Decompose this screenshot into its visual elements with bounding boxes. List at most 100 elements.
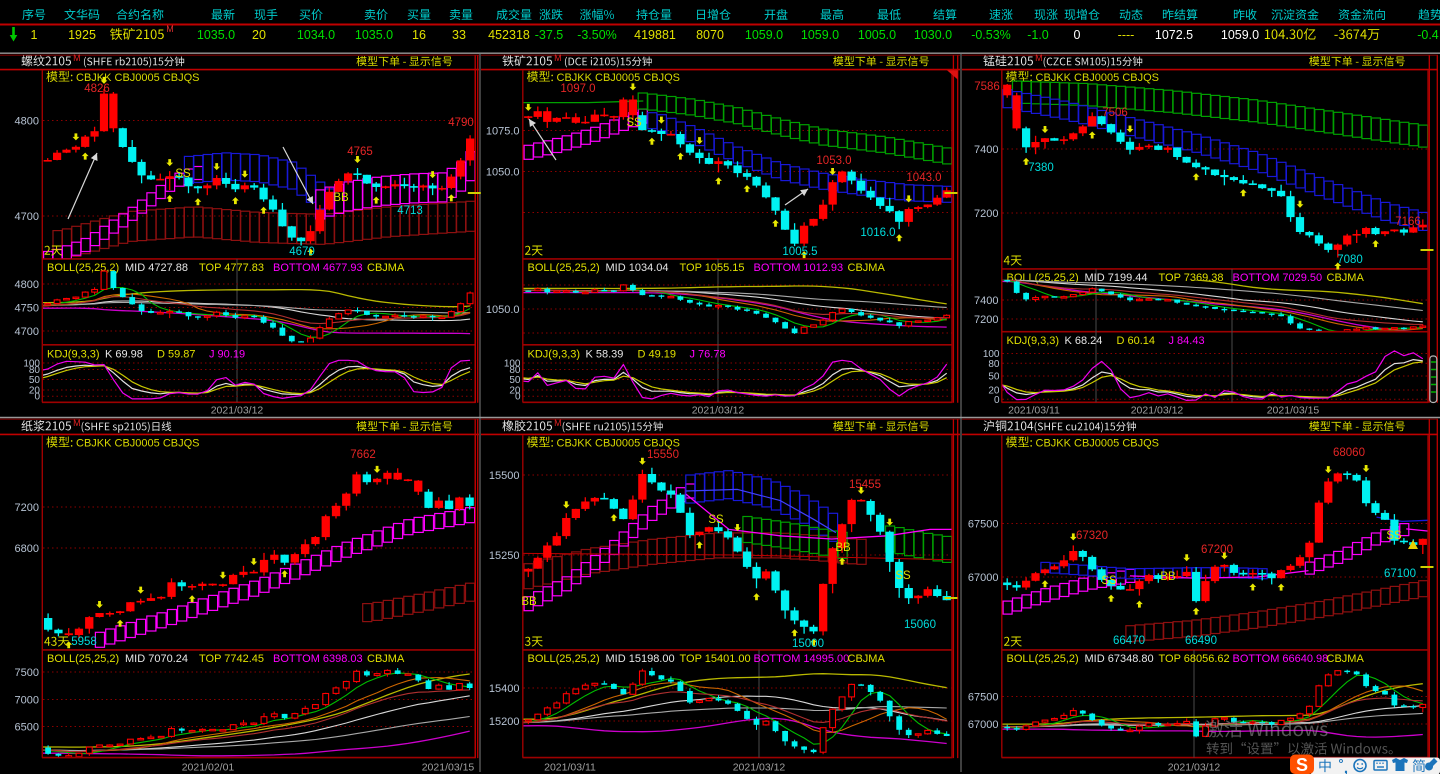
svg-text:1030.0: 1030.0: [914, 28, 952, 42]
svg-text:80: 80: [988, 359, 1000, 370]
svg-text:68060: 68060: [1333, 447, 1365, 459]
svg-text:0: 0: [34, 392, 40, 403]
svg-text:7400: 7400: [974, 295, 998, 307]
svg-text:-3.50%: -3.50%: [577, 28, 617, 42]
svg-text:2021/03/11: 2021/03/11: [1008, 405, 1060, 417]
svg-text:1053.0: 1053.0: [816, 155, 851, 167]
svg-text:CBJKK CBJ0005 CBJQS: CBJKK CBJ0005 CBJQS: [76, 72, 200, 84]
svg-text:CBJMA: CBJMA: [367, 653, 405, 665]
svg-text:1016.0: 1016.0: [860, 227, 895, 239]
svg-text:4800: 4800: [15, 279, 39, 291]
svg-text:1005.0: 1005.0: [858, 28, 896, 42]
svg-text:7200: 7200: [974, 314, 998, 326]
svg-text:20: 20: [988, 386, 1000, 397]
svg-text:BOTTOM 6398.03: BOTTOM 6398.03: [273, 653, 363, 665]
svg-text:M: M: [554, 418, 562, 428]
svg-text:KDJ(9,3,3): KDJ(9,3,3): [528, 349, 581, 361]
svg-text:15200: 15200: [489, 716, 520, 728]
svg-text:15060: 15060: [904, 619, 936, 631]
svg-text:4700: 4700: [15, 211, 39, 223]
svg-text:CBJKK CBJ0005 CBJQS: CBJKK CBJ0005 CBJQS: [76, 438, 200, 450]
svg-text:S: S: [1296, 755, 1308, 774]
svg-text:M: M: [73, 418, 81, 428]
svg-text:1097.0: 1097.0: [560, 83, 595, 95]
svg-text:7506: 7506: [1102, 107, 1128, 119]
svg-text:M: M: [166, 24, 174, 34]
svg-text:0: 0: [515, 392, 521, 403]
svg-text:1075.0: 1075.0: [486, 126, 520, 138]
svg-text:4790: 4790: [448, 117, 474, 129]
svg-text:419881: 419881: [634, 28, 676, 42]
svg-text:1035.0: 1035.0: [355, 28, 393, 42]
svg-text:CBJKK CBJ0005 CBJQS: CBJKK CBJ0005 CBJQS: [557, 438, 681, 450]
svg-text:4826: 4826: [84, 83, 110, 95]
svg-text:CBJMA: CBJMA: [848, 653, 886, 665]
svg-text:TOP 1055.15: TOP 1055.15: [680, 262, 745, 274]
svg-text:67500: 67500: [968, 519, 999, 531]
svg-text:33: 33: [452, 28, 466, 42]
svg-text:4750: 4750: [15, 303, 39, 315]
svg-text:J 84.43: J 84.43: [1169, 335, 1205, 347]
svg-text:M: M: [1035, 53, 1043, 63]
svg-text:67000: 67000: [968, 719, 999, 731]
svg-text:K 69.98: K 69.98: [105, 349, 143, 361]
svg-text:MID 67348.80: MID 67348.80: [1085, 653, 1154, 665]
svg-text:KDJ(9,3,3): KDJ(9,3,3): [1007, 335, 1060, 347]
svg-text:MID 15198.00: MID 15198.00: [606, 653, 675, 665]
svg-text:K 68.24: K 68.24: [1065, 335, 1103, 347]
svg-text:1050.0: 1050.0: [486, 304, 520, 316]
svg-text:CBJKK CBJ0005 CBJQS: CBJKK CBJ0005 CBJQS: [557, 72, 681, 84]
svg-text:4713: 4713: [397, 205, 423, 217]
svg-text:80: 80: [29, 365, 41, 376]
svg-text:7000: 7000: [15, 695, 39, 707]
svg-text:CBJMA: CBJMA: [848, 262, 886, 274]
svg-text:50: 50: [29, 375, 41, 386]
svg-text:67320: 67320: [1076, 530, 1108, 542]
svg-text:100: 100: [504, 359, 521, 370]
svg-text:20: 20: [29, 386, 41, 397]
svg-text:7662: 7662: [350, 449, 376, 461]
svg-text:7380: 7380: [1028, 162, 1054, 174]
svg-text:BB: BB: [1160, 571, 1176, 583]
svg-text:BOLL(25,25,2): BOLL(25,25,2): [1007, 653, 1079, 665]
svg-text:4800: 4800: [15, 116, 39, 128]
svg-text:BB: BB: [835, 542, 851, 554]
svg-text:J 76.78: J 76.78: [690, 349, 726, 361]
svg-text:SS: SS: [708, 514, 724, 526]
svg-text:-1.0: -1.0: [1027, 28, 1049, 42]
svg-text:TOP 68056.62: TOP 68056.62: [1159, 653, 1230, 665]
svg-text:1034.0: 1034.0: [297, 28, 335, 42]
svg-text:15400: 15400: [489, 683, 520, 695]
svg-text:16: 16: [412, 28, 426, 42]
svg-text:66470: 66470: [1113, 635, 1145, 647]
svg-text:,: ,: [1344, 760, 1348, 774]
svg-text:15000: 15000: [792, 638, 824, 650]
svg-text:1035.0: 1035.0: [197, 28, 235, 42]
svg-text:SS: SS: [1386, 530, 1402, 542]
svg-text:CBJKK CBJ0005 CBJQS: CBJKK CBJ0005 CBJQS: [1036, 72, 1160, 84]
svg-text:M: M: [554, 53, 562, 63]
svg-text:MID 4727.88: MID 4727.88: [125, 262, 188, 274]
svg-text:15550: 15550: [647, 449, 679, 461]
svg-text:CBJMA: CBJMA: [1327, 272, 1365, 284]
svg-text:-0.53%: -0.53%: [971, 28, 1011, 42]
svg-text:67200: 67200: [1201, 544, 1233, 556]
svg-text:0: 0: [1074, 28, 1081, 42]
svg-text:2021/03/12: 2021/03/12: [733, 762, 786, 774]
svg-text:KDJ(9,3,3): KDJ(9,3,3): [47, 349, 100, 361]
svg-text:66490: 66490: [1185, 635, 1217, 647]
svg-text:7166: 7166: [1395, 216, 1421, 228]
svg-text:50: 50: [509, 375, 521, 386]
svg-text:BOLL(25,25,2): BOLL(25,25,2): [528, 653, 600, 665]
svg-text:8070: 8070: [696, 28, 724, 42]
svg-text:100: 100: [23, 359, 40, 370]
svg-text:BOLL(25,25,2): BOLL(25,25,2): [47, 653, 119, 665]
svg-text:BOLL(25,25,2): BOLL(25,25,2): [528, 262, 600, 274]
svg-text:80: 80: [509, 365, 521, 376]
svg-text:----: ----: [1118, 28, 1135, 42]
svg-text:4765: 4765: [347, 146, 373, 158]
svg-text:K 58.39: K 58.39: [586, 349, 624, 361]
svg-text:2021/03/12: 2021/03/12: [1168, 762, 1221, 774]
svg-text:5958: 5958: [71, 636, 97, 648]
svg-text:-0.4: -0.4: [1417, 28, 1439, 42]
